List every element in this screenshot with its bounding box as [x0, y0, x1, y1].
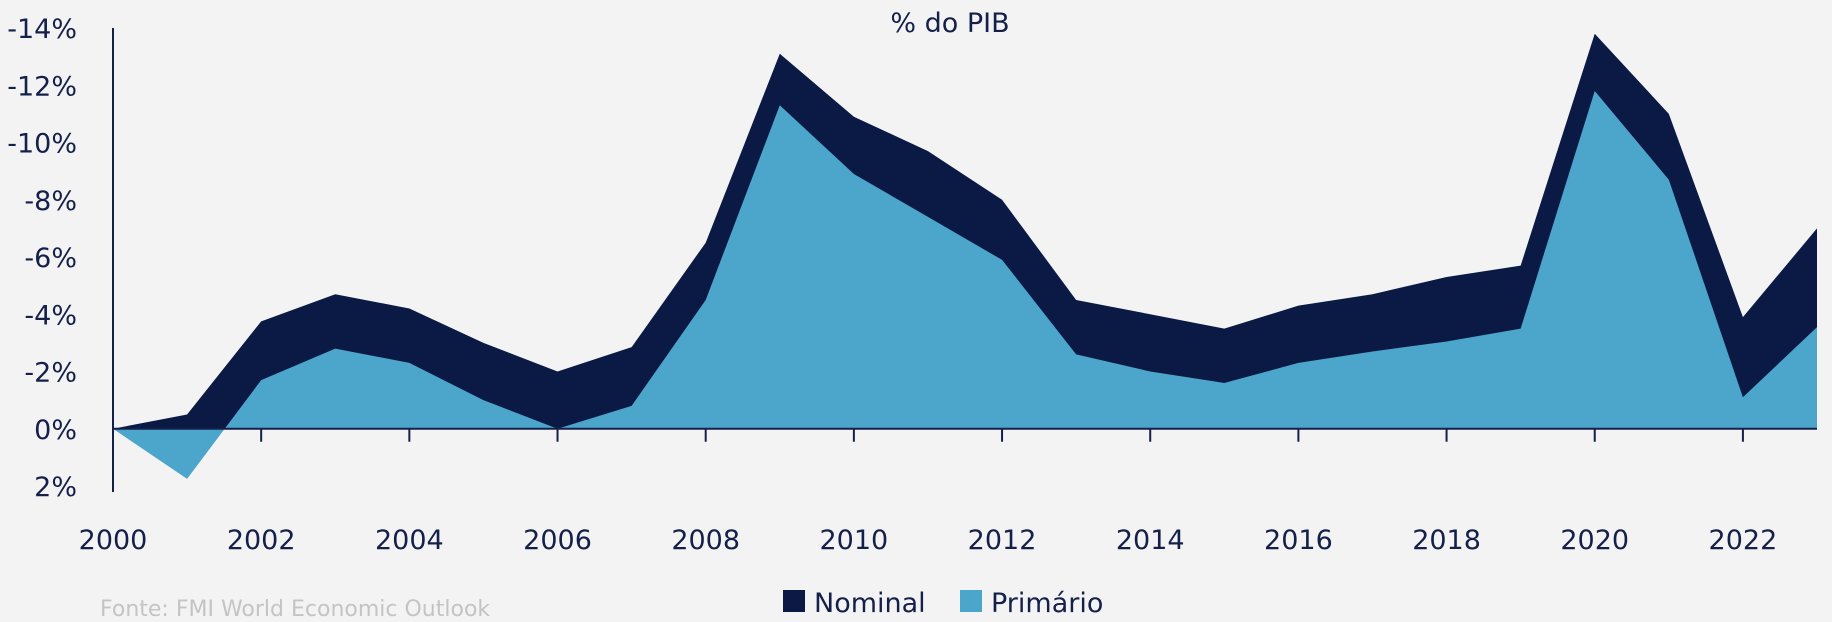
y-tick-label: -14%	[7, 14, 77, 45]
legend-label: Primário	[991, 588, 1103, 619]
x-tick-label: 2006	[523, 525, 592, 556]
x-tick-label: 2014	[1116, 525, 1185, 556]
legend-swatch	[783, 590, 805, 612]
y-tick-label: -6%	[24, 243, 77, 274]
y-tick-label: 0%	[34, 415, 77, 446]
y-tick-label: -2%	[24, 358, 77, 389]
legend-swatch	[960, 590, 982, 612]
x-tick-label: 2016	[1264, 525, 1333, 556]
x-tick-label: 2000	[79, 525, 148, 556]
area	[113, 90, 1817, 479]
x-tick-label: 2022	[1709, 525, 1778, 556]
y-tick-label: -8%	[24, 186, 77, 217]
x-tick-label: 2002	[227, 525, 296, 556]
y-tick-label: -12%	[7, 71, 77, 102]
y-tick-label: -4%	[24, 300, 77, 331]
legend-label: Nominal	[814, 588, 926, 619]
x-tick-label: 2012	[968, 525, 1037, 556]
y-tick-label: 2%	[34, 472, 77, 503]
y-tick-label: -10%	[7, 129, 77, 160]
source: Fonte: FMI World Economic Outlook	[100, 597, 490, 622]
x-tick-label: 2004	[375, 525, 444, 556]
chart-title: % do PIB	[890, 8, 1009, 39]
area	[113, 33, 1817, 429]
x-tick-label: 2018	[1412, 525, 1481, 556]
x-tick-label: 2008	[671, 525, 740, 556]
x-tick-label: 2020	[1560, 525, 1629, 556]
x-tick-label: 2010	[820, 525, 889, 556]
